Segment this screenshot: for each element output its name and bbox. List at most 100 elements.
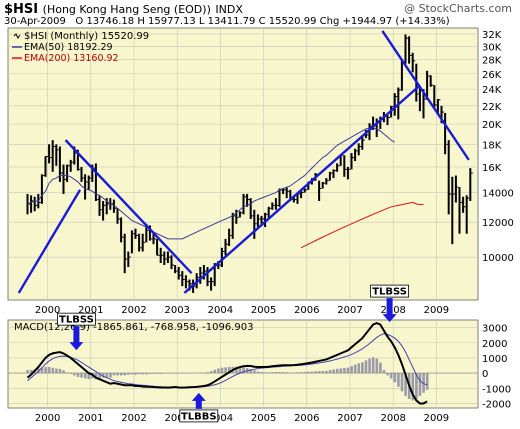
- macd-x-tick-label: 2008: [380, 413, 405, 424]
- macd-y-tick-label: 1000: [482, 354, 507, 365]
- macd-histogram-bar: [148, 373, 152, 374]
- annotation-label: TLBSS: [59, 315, 94, 326]
- y-tick-label: 12000: [482, 218, 514, 229]
- macd-histogram-bar: [325, 370, 328, 374]
- x-tick-label: 2009: [424, 305, 449, 316]
- annotation-label: TLBSS: [372, 287, 407, 298]
- macd-histogram-bar: [411, 373, 415, 401]
- legend-bar-icon: [13, 33, 21, 39]
- macd-histogram-bar: [141, 373, 145, 375]
- macd-histogram-bar: [314, 371, 317, 374]
- macd-histogram-bar: [357, 363, 361, 374]
- macd-histogram-bar: [40, 367, 44, 374]
- macd-histogram-bar: [220, 367, 224, 374]
- annotation-label: TLBBS: [181, 411, 217, 422]
- macd-histogram-bar: [335, 368, 339, 374]
- macd-histogram-bar: [346, 367, 350, 374]
- macd-histogram-bar: [83, 373, 87, 379]
- x-tick-label: 2004: [208, 305, 233, 316]
- macd-histogram-bar: [217, 368, 220, 374]
- macd-histogram-bar: [76, 373, 80, 377]
- macd-histogram-bar: [134, 373, 137, 375]
- macd-x-tick-label: 2006: [294, 413, 319, 424]
- macd-histogram-bar: [227, 367, 231, 374]
- macd-histogram-bar: [321, 370, 325, 374]
- y-tick-label: 32K: [482, 30, 502, 41]
- macd-title: MACD(12,26,9) -1865.861, -768.958, -1096…: [14, 322, 253, 333]
- trendline: [64, 139, 193, 274]
- x-tick-label: 2001: [78, 305, 103, 316]
- macd-histogram-bar: [289, 372, 292, 374]
- y-tick-label: 14000: [482, 189, 514, 200]
- macd-histogram-bar: [418, 373, 422, 396]
- x-tick-label: 2003: [164, 305, 189, 316]
- macd-histogram-bar: [271, 372, 274, 374]
- macd-histogram-bar: [116, 373, 119, 376]
- x-tick-label: 2000: [35, 305, 60, 316]
- macd-histogram-bar: [299, 372, 303, 374]
- stockcharts-credit: @ StockCharts.com: [404, 2, 512, 15]
- macd-histogram-bar: [94, 373, 98, 380]
- y-tick-label: 20K: [482, 120, 502, 131]
- macd-histogram-bar: [29, 370, 33, 374]
- macd-histogram-bar: [69, 373, 73, 374]
- annotation-arrow-up: [191, 392, 206, 409]
- macd-histogram-bar: [235, 366, 238, 374]
- macd-histogram-bar: [389, 373, 393, 379]
- macd-histogram-bar: [303, 371, 307, 374]
- macd-histogram-bar: [123, 373, 127, 376]
- macd-x-tick-label: 2005: [251, 413, 276, 424]
- macd-histogram-bar: [332, 369, 335, 374]
- macd-histogram-bar: [137, 373, 141, 375]
- macd-histogram-bar: [263, 372, 267, 374]
- macd-histogram-bar: [393, 373, 397, 383]
- macd-histogram-bar: [47, 367, 51, 374]
- macd-histogram-bar: [51, 367, 55, 374]
- macd-line: [26, 321, 428, 405]
- macd-y-tick-label: 3000: [482, 324, 507, 335]
- macd-x-tick-label: 2001: [78, 413, 103, 424]
- macd-histogram-bar: [415, 373, 418, 399]
- macd-histogram-bar: [213, 369, 217, 374]
- y-tick-label: 24K: [482, 85, 502, 96]
- macd-histogram-bar: [368, 358, 371, 374]
- macd-histogram-bar: [274, 372, 278, 374]
- macd-histogram-bar: [98, 373, 101, 379]
- macd-histogram-bar: [281, 372, 285, 374]
- macd-histogram-bar: [80, 373, 83, 378]
- macd-histogram-bar: [397, 373, 400, 387]
- macd-histogram-bar: [119, 373, 123, 376]
- macd-histogram-bar: [361, 362, 364, 374]
- macd-histogram-bar: [55, 368, 58, 374]
- macd-histogram-bar: [202, 372, 206, 374]
- macd-histogram-bar: [109, 373, 112, 378]
- macd-histogram-bar: [260, 372, 263, 374]
- macd-y-tick-label: -1000: [482, 384, 511, 395]
- macd-x-tick-label: 2004: [208, 413, 233, 424]
- macd-y-tick-label: 0: [482, 369, 488, 380]
- macd-histogram-bar: [224, 367, 227, 374]
- x-tick-label: 2007: [337, 305, 362, 316]
- macd-histogram-bar: [422, 373, 425, 393]
- macd-plot: [8, 321, 478, 405]
- y-tick-label: 16K: [482, 163, 502, 174]
- macd-histogram-bar: [238, 367, 242, 374]
- macd-histogram-bar: [112, 373, 116, 376]
- macd-histogram-bar: [130, 373, 134, 375]
- macd-histogram-bar: [152, 373, 155, 374]
- macd-x-tick-label: 2002: [121, 413, 146, 424]
- macd-x-tick-label: 2003: [164, 413, 189, 424]
- trendline: [381, 30, 470, 161]
- signal-line: [27, 333, 428, 388]
- trendline: [17, 189, 82, 294]
- macd-histogram-bar: [292, 372, 296, 374]
- macd-x-tick-label: 2009: [424, 413, 449, 424]
- macd-histogram-bar: [307, 371, 310, 374]
- macd-histogram-bar: [310, 371, 314, 374]
- macd-histogram-bar: [350, 365, 353, 374]
- macd-histogram-bar: [386, 373, 389, 376]
- y-tick-label: 18K: [482, 140, 502, 151]
- legend-ema50: EMA(50) 18192.29: [24, 42, 113, 53]
- macd-x-tick-label: 2000: [35, 413, 60, 424]
- annotation-box: [179, 409, 219, 423]
